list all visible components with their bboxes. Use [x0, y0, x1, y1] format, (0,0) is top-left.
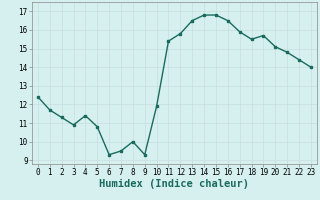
X-axis label: Humidex (Indice chaleur): Humidex (Indice chaleur) — [100, 179, 249, 189]
